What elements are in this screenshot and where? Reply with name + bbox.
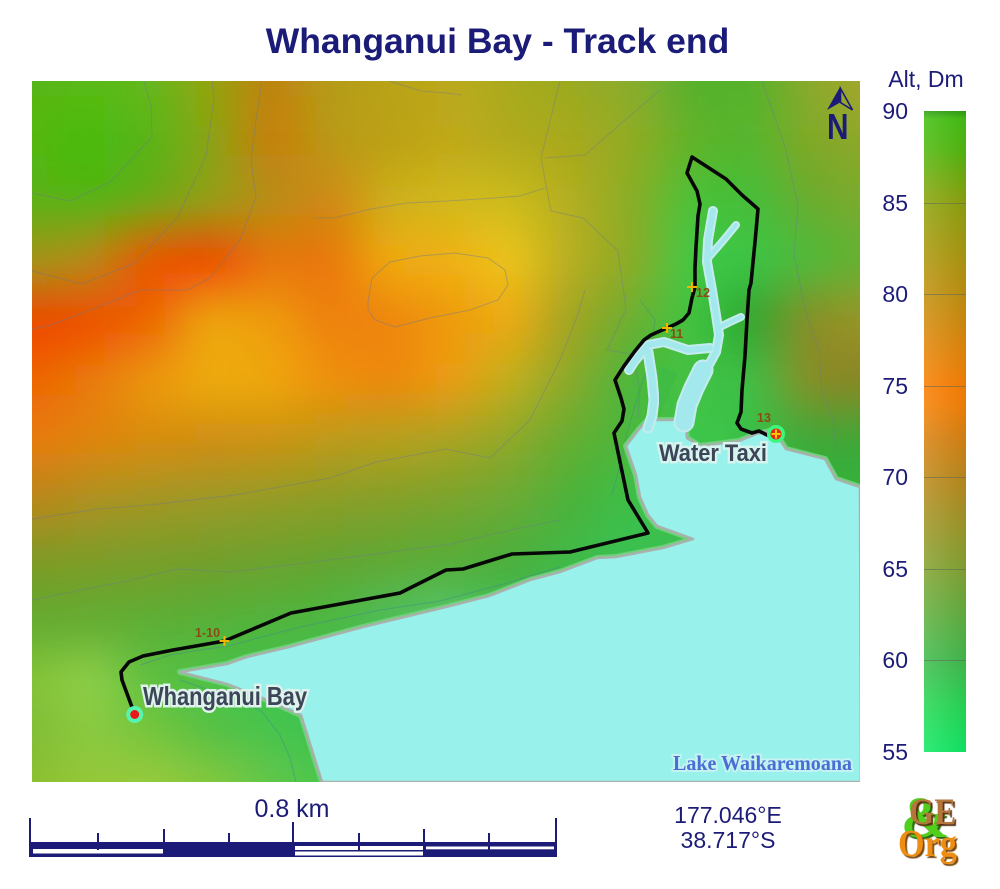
svg-text:Whanganui Bay: Whanganui Bay bbox=[143, 681, 307, 711]
svg-text:N: N bbox=[827, 106, 849, 147]
svg-text:13: 13 bbox=[757, 411, 771, 425]
svg-text:11: 11 bbox=[670, 327, 683, 341]
svg-text:Water Taxi: Water Taxi bbox=[659, 440, 767, 467]
svg-text:1-10: 1-10 bbox=[195, 626, 220, 640]
svg-text:12: 12 bbox=[696, 286, 710, 300]
svg-text:Lake Waikaremoana: Lake Waikaremoana bbox=[673, 751, 852, 775]
